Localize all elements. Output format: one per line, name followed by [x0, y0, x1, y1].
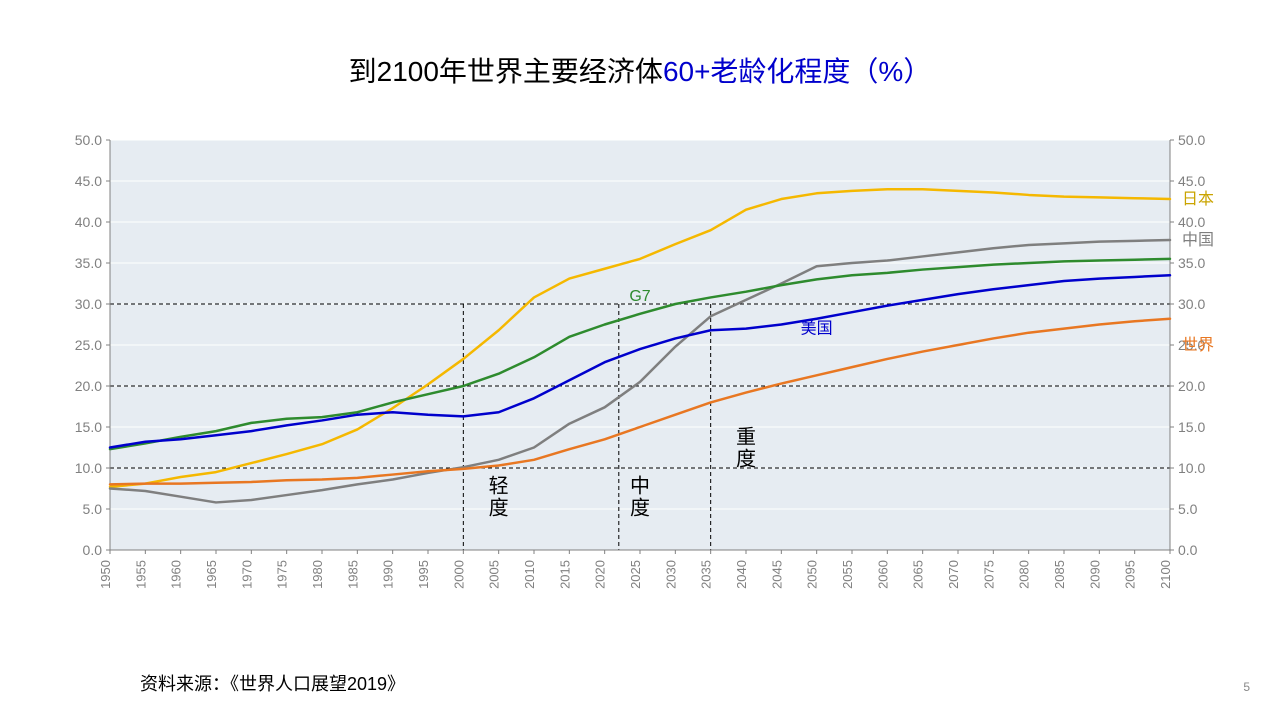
svg-text:2065: 2065 [911, 560, 926, 589]
svg-text:2020: 2020 [593, 560, 608, 589]
svg-text:50.0: 50.0 [75, 132, 102, 148]
svg-text:50.0: 50.0 [1178, 132, 1205, 148]
svg-text:40.0: 40.0 [1178, 214, 1205, 230]
svg-text:1980: 1980 [310, 560, 325, 589]
svg-text:25.0: 25.0 [75, 337, 102, 353]
series-label-G7: G7 [629, 288, 650, 305]
title-part-1: 到2100年世界主要经济体 [349, 56, 663, 87]
svg-text:10.0: 10.0 [1178, 460, 1205, 476]
svg-text:2000: 2000 [451, 560, 466, 589]
svg-text:20.0: 20.0 [1178, 378, 1205, 394]
svg-text:1985: 1985 [345, 560, 360, 589]
svg-text:1955: 1955 [133, 560, 148, 589]
svg-text:2060: 2060 [875, 560, 890, 589]
svg-text:1950: 1950 [98, 560, 113, 589]
svg-text:1975: 1975 [275, 560, 290, 589]
series-label-美国: 美国 [801, 320, 833, 338]
svg-text:2070: 2070 [946, 560, 961, 589]
svg-text:1995: 1995 [416, 560, 431, 589]
svg-text:2035: 2035 [699, 560, 714, 589]
svg-text:35.0: 35.0 [1178, 255, 1205, 271]
annotation-重度: 重 [736, 425, 756, 448]
page-number: 5 [1243, 680, 1250, 694]
svg-text:30.0: 30.0 [75, 296, 102, 312]
source-citation: 资料来源：《世界人口展望2019》 [140, 670, 405, 696]
svg-text:2015: 2015 [557, 560, 572, 589]
svg-text:15.0: 15.0 [75, 419, 102, 435]
chart-title: 到2100年世界主要经济体60+老龄化程度（%） [0, 0, 1280, 110]
svg-text:35.0: 35.0 [75, 255, 102, 271]
svg-text:2055: 2055 [840, 560, 855, 589]
annotation-重度: 度 [736, 447, 756, 470]
svg-text:10.0: 10.0 [75, 460, 102, 476]
title-part-2: 60+老龄化程度（%） [663, 56, 931, 87]
svg-text:0.0: 0.0 [1178, 542, 1198, 558]
svg-text:1960: 1960 [169, 560, 184, 589]
line-chart: 0.0 0.0 5.0 5.0 10.0 10.0 15.0 15.0 20.0 20.0 25.0… [50, 130, 1230, 600]
series-label-世界: 世界 [1182, 336, 1214, 354]
svg-text:40.0: 40.0 [75, 214, 102, 230]
svg-text:5.0: 5.0 [83, 501, 103, 517]
svg-text:2050: 2050 [805, 560, 820, 589]
svg-text:5.0: 5.0 [1178, 501, 1198, 517]
svg-text:45.0: 45.0 [1178, 173, 1205, 189]
svg-text:2075: 2075 [981, 560, 996, 589]
svg-text:2030: 2030 [663, 560, 678, 589]
annotation-轻度: 度 [489, 497, 509, 520]
annotation-中度: 度 [630, 497, 650, 520]
svg-text:2090: 2090 [1087, 560, 1102, 589]
svg-text:2080: 2080 [1017, 560, 1032, 589]
svg-text:30.0: 30.0 [1178, 296, 1205, 312]
svg-text:45.0: 45.0 [75, 173, 102, 189]
svg-text:20.0: 20.0 [75, 378, 102, 394]
svg-text:2010: 2010 [522, 560, 537, 589]
annotation-中度: 中 [630, 475, 650, 498]
svg-text:2095: 2095 [1123, 560, 1138, 589]
annotation-轻度: 轻 [489, 475, 509, 498]
svg-text:15.0: 15.0 [1178, 419, 1205, 435]
svg-text:2100: 2100 [1158, 560, 1173, 589]
series-label-中国: 中国 [1182, 231, 1214, 249]
svg-text:1990: 1990 [381, 560, 396, 589]
svg-text:2040: 2040 [734, 560, 749, 589]
svg-text:2005: 2005 [487, 560, 502, 589]
series-label-日本: 日本 [1182, 190, 1214, 208]
chart-container: 0.0 0.0 5.0 5.0 10.0 10.0 15.0 15.0 20.0 20.0 25.0… [50, 130, 1230, 600]
svg-text:2085: 2085 [1052, 560, 1067, 589]
svg-text:2045: 2045 [769, 560, 784, 589]
svg-text:2025: 2025 [628, 560, 643, 589]
svg-text:1965: 1965 [204, 560, 219, 589]
svg-text:0.0: 0.0 [83, 542, 103, 558]
svg-text:1970: 1970 [239, 560, 254, 589]
